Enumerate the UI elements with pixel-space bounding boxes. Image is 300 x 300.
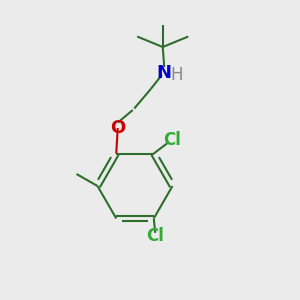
Text: Cl: Cl: [146, 227, 164, 245]
Text: H: H: [171, 66, 183, 84]
Text: Cl: Cl: [163, 131, 181, 149]
Text: N: N: [157, 64, 172, 82]
Text: O: O: [110, 119, 125, 137]
